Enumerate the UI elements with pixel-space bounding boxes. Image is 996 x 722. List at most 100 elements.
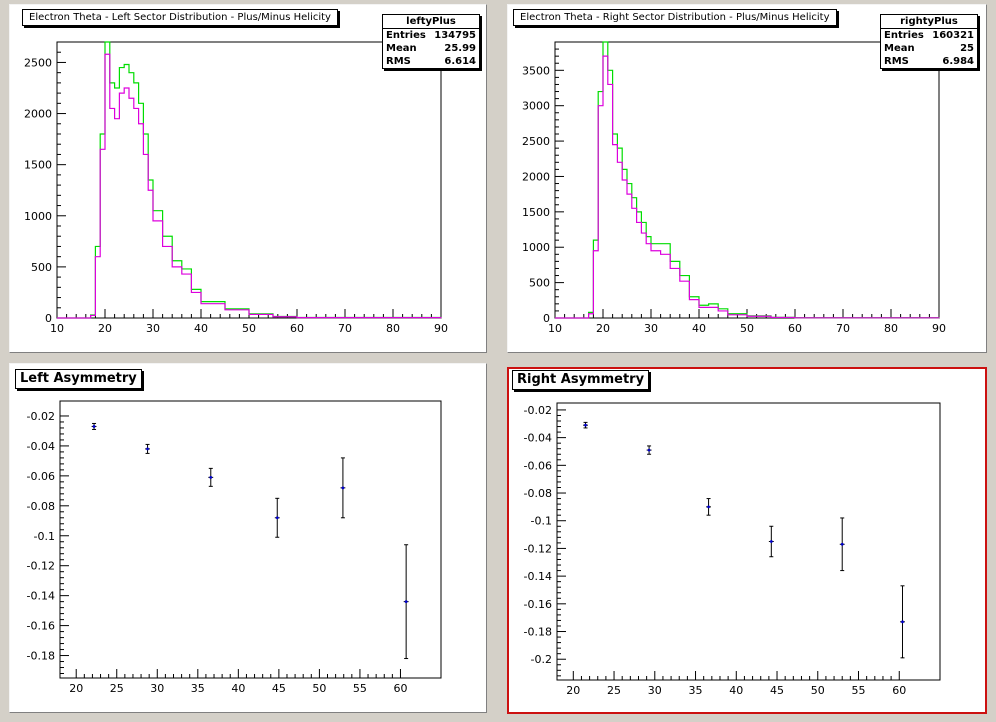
y-tick-label: 1000: [24, 210, 52, 223]
x-tick-label: 20: [69, 682, 83, 695]
data-point: [584, 423, 587, 427]
x-tick-label: 20: [566, 684, 580, 697]
stats-row: Entries 160321: [884, 30, 974, 41]
pad-left-asymmetry[interactable]: 20 25 30 35 40 45 50 55 60 -0.02 -0.04 -0.06 -0.08 -0…: [9, 363, 487, 713]
pad-title: Electron Theta - Left Sector Distributio…: [22, 9, 338, 26]
x-tick-label: 30: [648, 684, 662, 697]
x-tick-label: 60: [892, 684, 906, 697]
x-tick-label: 60: [290, 322, 304, 335]
y-tick-label: -0.14: [27, 590, 55, 603]
y-tick-label: 3000: [522, 100, 550, 113]
y-tick-label: -0.08: [27, 500, 55, 513]
x-tick-label: 50: [740, 322, 754, 335]
y-tick-label: -0.12: [27, 560, 55, 573]
x-tick-label: 30: [644, 322, 658, 335]
x-tick-label: 45: [770, 684, 784, 697]
stats-name: leftyPlus: [383, 15, 479, 29]
y-tick-label: -0.06: [524, 459, 552, 472]
data-point: [769, 540, 773, 543]
x-tick-label: 50: [242, 322, 256, 335]
data-point: [840, 542, 844, 546]
x-tick-label: 55: [852, 684, 866, 697]
x-tick-label: 20: [98, 322, 112, 335]
data-point: [146, 447, 149, 451]
data-point: [707, 505, 710, 509]
stats-name: rightyPlus: [881, 15, 977, 29]
y-tick-label: -0.16: [27, 620, 55, 633]
chart-right-asymmetry: 20 25 30 35 40 45 50 55 60 -0.02 -0.04 -0.06 -0.08 -0…: [524, 402, 941, 697]
pad-title: Right Asymmetry: [512, 370, 650, 390]
y-tick-label: 1500: [24, 159, 52, 172]
chart-right-theta: 10 20 30 40 50 60 70 80 90 0 500 1000 1500 2000 2500 30…: [522, 41, 946, 335]
y-tick-label: 3500: [522, 64, 550, 77]
histogram-series: [57, 53, 442, 319]
y-tick-label: -0.12: [524, 542, 552, 555]
y-tick-label: 0: [543, 312, 550, 325]
x-tick-label: 40: [729, 684, 743, 697]
data-point: [341, 486, 345, 490]
x-tick-label: 80: [386, 322, 400, 335]
y-tick-label: -0.14: [524, 570, 552, 583]
y-tick-label: 1000: [522, 241, 550, 254]
histogram-series: [555, 55, 940, 319]
x-tick-label: 30: [150, 682, 164, 695]
pad-left-theta[interactable]: 10 20 30 40 50 60 70 80 90 0 500 1000 1500 2000 2500 E…: [9, 4, 487, 353]
y-tick-label: 1500: [522, 206, 550, 219]
stats-row: RMS 6.614: [386, 56, 476, 67]
y-tick-label: -0.02: [27, 410, 55, 423]
pad-right-asymmetry[interactable]: 20 25 30 35 40 45 50 55 60 -0.02 -0.04 -0.06 -0.08 -0…: [507, 367, 987, 714]
y-tick-label: -0.02: [524, 404, 552, 417]
x-tick-label: 60: [788, 322, 802, 335]
y-tick-label: 500: [31, 261, 52, 274]
y-tick-label: -0.16: [524, 598, 552, 611]
x-tick-label: 25: [607, 684, 621, 697]
y-tick-label: -0.18: [27, 650, 55, 663]
x-tick-label: 70: [338, 322, 352, 335]
x-tick-label: 45: [272, 682, 286, 695]
pad-title: Left Asymmetry: [15, 369, 142, 389]
stats-row: Entries 134795: [386, 30, 476, 41]
data-point: [404, 600, 408, 604]
stats-row: Mean 25: [884, 43, 974, 54]
data-point: [92, 425, 96, 428]
x-tick-label: 30: [146, 322, 160, 335]
data-point: [275, 516, 279, 520]
data-point: [209, 475, 213, 479]
y-tick-label: 500: [529, 277, 550, 290]
x-tick-label: 60: [393, 682, 407, 695]
stats-box: leftyPlus Entries 134795 Mean 25.99 RMS 6.6…: [382, 14, 480, 69]
x-tick-label: 80: [884, 322, 898, 335]
x-tick-label: 35: [191, 682, 205, 695]
pad-title: Electron Theta - Right Sector Distributi…: [513, 9, 837, 26]
y-tick-label: -0.1: [531, 515, 552, 528]
y-tick-label: -0.18: [524, 626, 552, 639]
x-tick-label: 40: [231, 682, 245, 695]
x-tick-label: 55: [353, 682, 367, 695]
y-tick-label: -0.04: [524, 432, 552, 445]
y-tick-label: 0: [45, 312, 52, 325]
x-tick-label: 10: [548, 322, 562, 335]
chart-left-theta: 10 20 30 40 50 60 70 80 90 0 500 1000 1500 2000 2500: [24, 41, 448, 335]
plot-frame: [556, 402, 941, 681]
y-tick-label: 2000: [522, 170, 550, 183]
data-point: [901, 620, 904, 624]
x-tick-label: 40: [194, 322, 208, 335]
stats-row: RMS 6.984: [884, 56, 974, 67]
x-tick-label: 90: [932, 322, 946, 335]
data-point: [647, 448, 651, 452]
y-tick-label: -0.08: [524, 487, 552, 500]
x-tick-label: 70: [836, 322, 850, 335]
y-tick-label: -0.06: [27, 470, 55, 483]
x-tick-label: 40: [692, 322, 706, 335]
stats-row: Mean 25.99: [386, 43, 476, 54]
x-tick-label: 10: [50, 322, 64, 335]
chart-left-asymmetry: 20 25 30 35 40 45 50 55 60 -0.02 -0.04 -0.06 -0.08 -0…: [27, 400, 442, 695]
y-tick-label: 2000: [24, 108, 52, 121]
y-tick-label: -0.04: [27, 440, 55, 453]
pad-right-theta[interactable]: 10 20 30 40 50 60 70 80 90 0 500 1000 1500 2000 2500 30…: [507, 4, 987, 353]
plot-frame: [56, 41, 442, 319]
y-tick-label: 2500: [522, 135, 550, 148]
x-tick-label: 25: [110, 682, 124, 695]
x-tick-label: 50: [312, 682, 326, 695]
x-tick-label: 90: [434, 322, 448, 335]
